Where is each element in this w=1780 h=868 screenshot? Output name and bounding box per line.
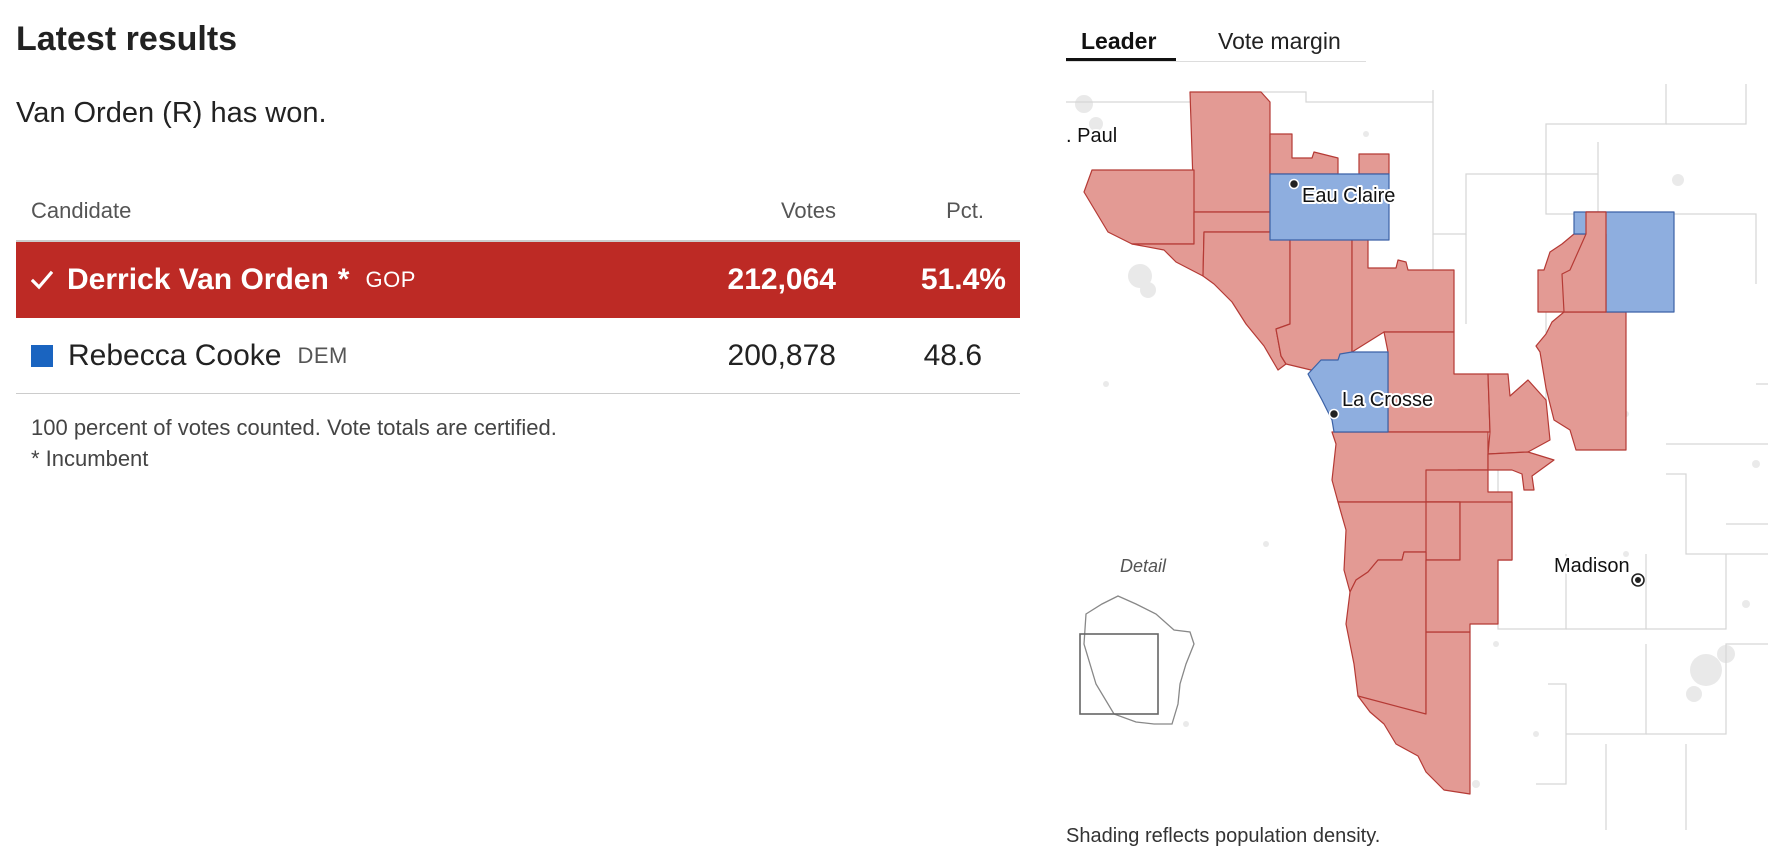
map-label-eau-claire: Eau Claire [1302, 185, 1395, 207]
header-votes: Votes [780, 198, 836, 223]
party-label: GOP [365, 267, 416, 292]
candidate-cell: Derrick Van Orden * GOP [31, 242, 416, 318]
candidate-cell: Rebecca Cooke DEM [31, 318, 348, 394]
table-header: Candidate Votes Pct. [16, 186, 1020, 242]
map-label-madison: Madison [1554, 555, 1630, 577]
incumbent-note: * Incumbent [31, 446, 149, 471]
vote-pct: 48.6 [923, 339, 982, 372]
map-caption: Shading reflects population density. [1066, 825, 1381, 847]
incumbent-mark: * [337, 263, 350, 296]
table-row: Derrick Van Orden * GOP 212,064 51.4% [16, 242, 1020, 318]
race-status: Van Orden (R) has won. [16, 97, 327, 129]
results-table: Candidate Votes Pct. Derrick Van Orden *… [16, 186, 1020, 394]
checkmark-icon [31, 270, 53, 290]
tab-leader[interactable]: Leader [1066, 28, 1176, 61]
party-swatch-icon [31, 345, 53, 367]
vote-count: 212,064 [727, 263, 836, 296]
results-notes: 100 percent of votes counted. Vote total… [31, 412, 557, 474]
candidate-name: Derrick Van Orden [67, 263, 329, 296]
table-row: Rebecca Cooke DEM 200,878 48.6 [16, 318, 1020, 394]
vote-count: 200,878 [727, 339, 836, 372]
tab-vote-margin[interactable]: Vote margin [1218, 28, 1341, 54]
city-markers [1288, 178, 1645, 587]
map-label-la-crosse: La Crosse [1342, 389, 1433, 411]
counted-note: 100 percent of votes counted. Vote total… [31, 415, 557, 440]
candidate-name: Rebecca Cooke [68, 339, 282, 372]
inset-label-detail: Detail [1120, 556, 1167, 576]
results-title: Latest results [16, 20, 238, 58]
header-pct: Pct. [946, 198, 984, 223]
map-panel: Leader Vote margin [1066, 0, 1780, 868]
inset-detail-map [1079, 595, 1195, 725]
map-label-st-paul: . Paul [1066, 125, 1117, 147]
header-candidate: Candidate [31, 198, 132, 223]
map-tabs: Leader Vote margin [1066, 24, 1366, 62]
party-label: DEM [297, 343, 348, 368]
vote-pct: 51.4% [920, 263, 1006, 296]
district-map: . Paul Eau Claire La Crosse Madison Deta… [1066, 84, 1768, 830]
